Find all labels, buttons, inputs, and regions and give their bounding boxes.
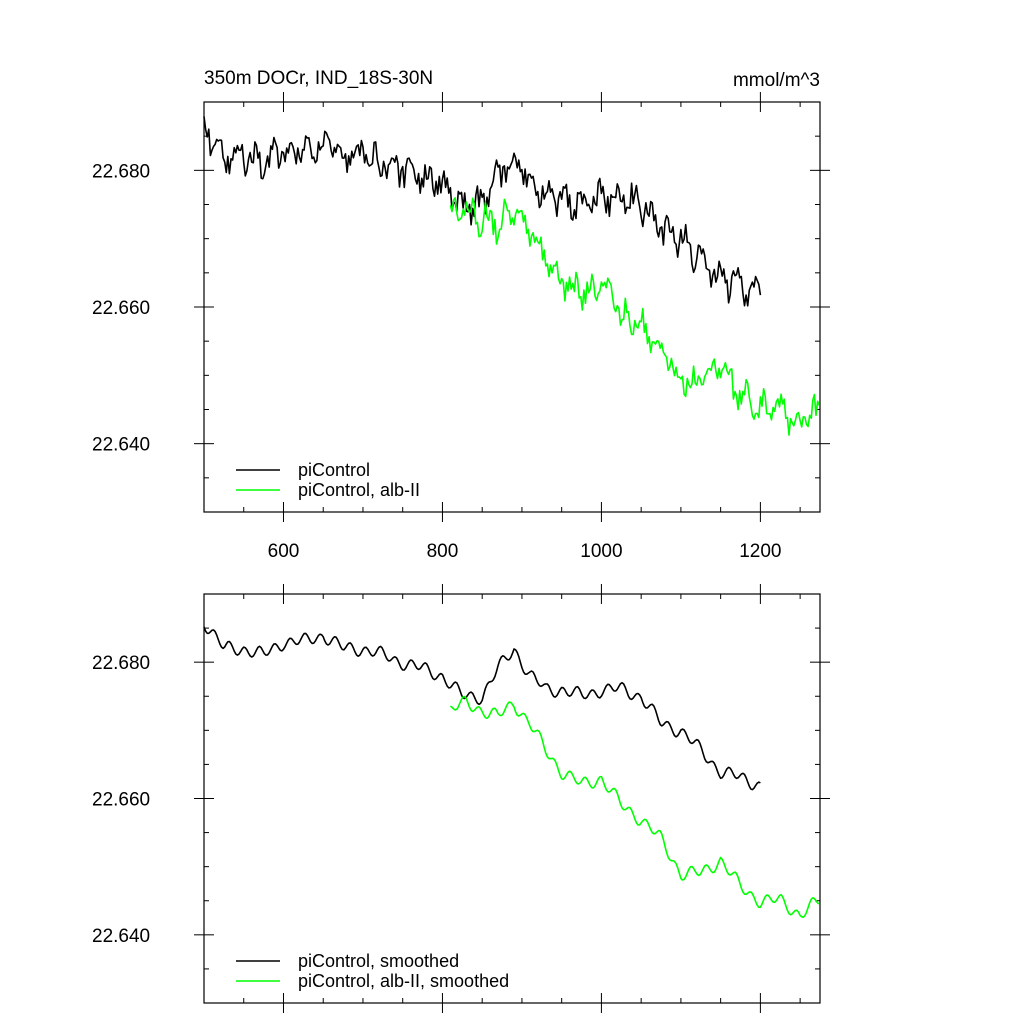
panels-group: 22.640 22.660 22.680 600 800 1000 1200 piContro… [92,92,830,1013]
series-line-experiment [449,695,820,918]
series-line-experiment [449,197,820,436]
x-tick-label: 1000 [580,541,622,562]
chart-panel-1: 22.640 22.660 22.680 600 800 1000 1200 piContro… [92,92,830,562]
chart-panel-2: 22.640 22.660 22.680 piControl, smoothedpiC… [92,584,830,1013]
x-tick-label: 800 [427,541,459,562]
legend-label: piControl, alb-II, smoothed [298,971,509,991]
legend-label: piControl, alb-II [298,480,420,500]
series-line-control [203,116,762,307]
y-tick-label: 22.680 [92,161,150,182]
y-tick-label: 22.640 [92,435,150,456]
legend-label: piControl, smoothed [298,951,459,971]
y-tick-label: 22.660 [92,790,150,811]
y-tick-label: 22.640 [92,926,150,947]
x-tick-label: 600 [268,541,300,562]
y-tick-label: 22.660 [92,298,150,319]
y-tick-label: 22.680 [92,653,150,674]
chart-title: 350m DOCr, IND_18S-30N [204,68,433,89]
series-line-control [203,626,761,791]
units-label: mmol/m^3 [733,70,820,91]
legend-label: piControl [298,460,370,480]
x-tick-label: 1200 [739,541,781,562]
